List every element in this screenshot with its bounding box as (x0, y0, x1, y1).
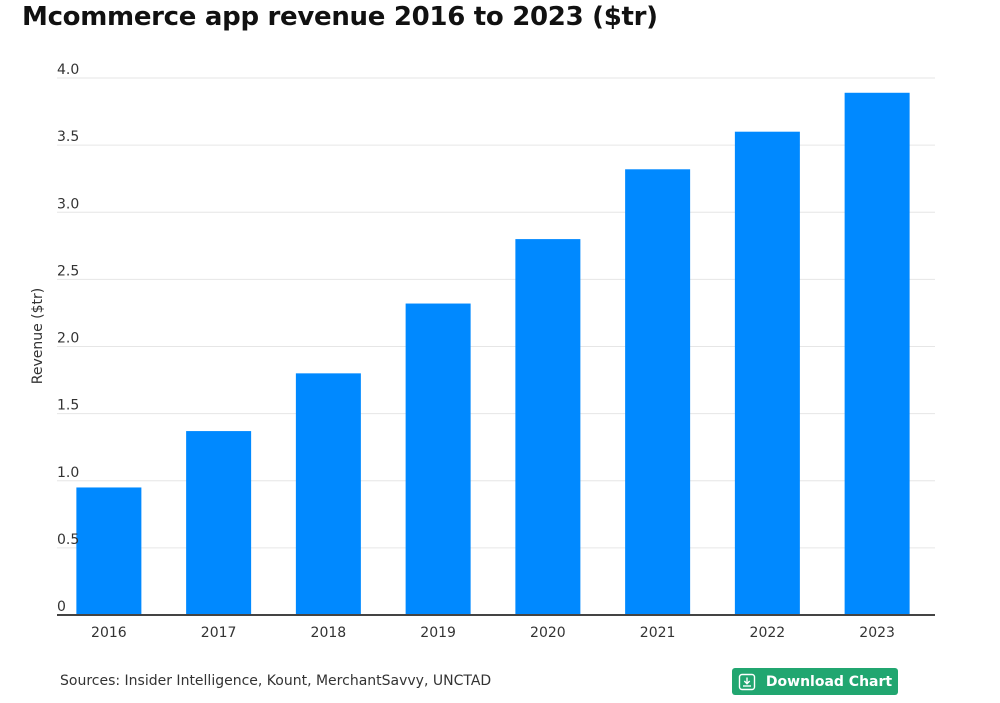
bar-2016[interactable] (76, 487, 142, 615)
tick-labels: 0 0.5 1.0 1.5 2.0 2.5 3.0 3.5 4.0 2016 2017 2018 201… (57, 62, 895, 641)
y-tick-label: 1.0 (57, 465, 79, 481)
bar-2022[interactable] (734, 131, 800, 615)
y-axis-label: Revenue ($tr) (30, 288, 46, 385)
chart-title: Mcommerce app revenue 2016 to 2023 ($tr) (22, 2, 658, 32)
y-tick-label: 2.0 (57, 331, 79, 347)
y-tick-label: 3.0 (57, 196, 79, 212)
y-tick-label: 3.5 (57, 129, 79, 145)
x-tick-label: 2022 (750, 625, 786, 641)
bar-2021[interactable] (625, 169, 691, 616)
y-tick-label: 0 (57, 599, 66, 615)
source-note: Sources: Insider Intelligence, Kount, Me… (60, 673, 492, 689)
bar-2017[interactable] (186, 431, 252, 615)
y-tick-label: 1.5 (57, 398, 79, 414)
bar-2020[interactable] (515, 239, 581, 615)
x-tick-label: 2023 (859, 625, 895, 641)
x-tick-label: 2019 (420, 625, 456, 641)
y-tick-label: 0.5 (57, 532, 79, 548)
bars (76, 92, 910, 616)
x-tick-label: 2017 (201, 625, 237, 641)
bar-2019[interactable] (405, 303, 471, 615)
x-tick-label: 2018 (311, 625, 347, 641)
y-tick-label: 2.5 (57, 263, 79, 279)
y-tick-label: 4.0 (57, 62, 79, 78)
x-tick-label: 2021 (640, 625, 676, 641)
download-icon (738, 673, 756, 691)
bar-2023[interactable] (844, 92, 910, 615)
x-tick-label: 2020 (530, 625, 566, 641)
x-tick-label: 2016 (91, 625, 127, 641)
bar-2018[interactable] (295, 373, 361, 615)
download-chart-label: Download Chart (765, 673, 893, 690)
bar-chart: 0 0.5 1.0 1.5 2.0 2.5 3.0 3.5 4.0 2016 2017 2018 201… (30, 62, 935, 641)
download-chart-button[interactable]: Download Chart (732, 668, 898, 695)
